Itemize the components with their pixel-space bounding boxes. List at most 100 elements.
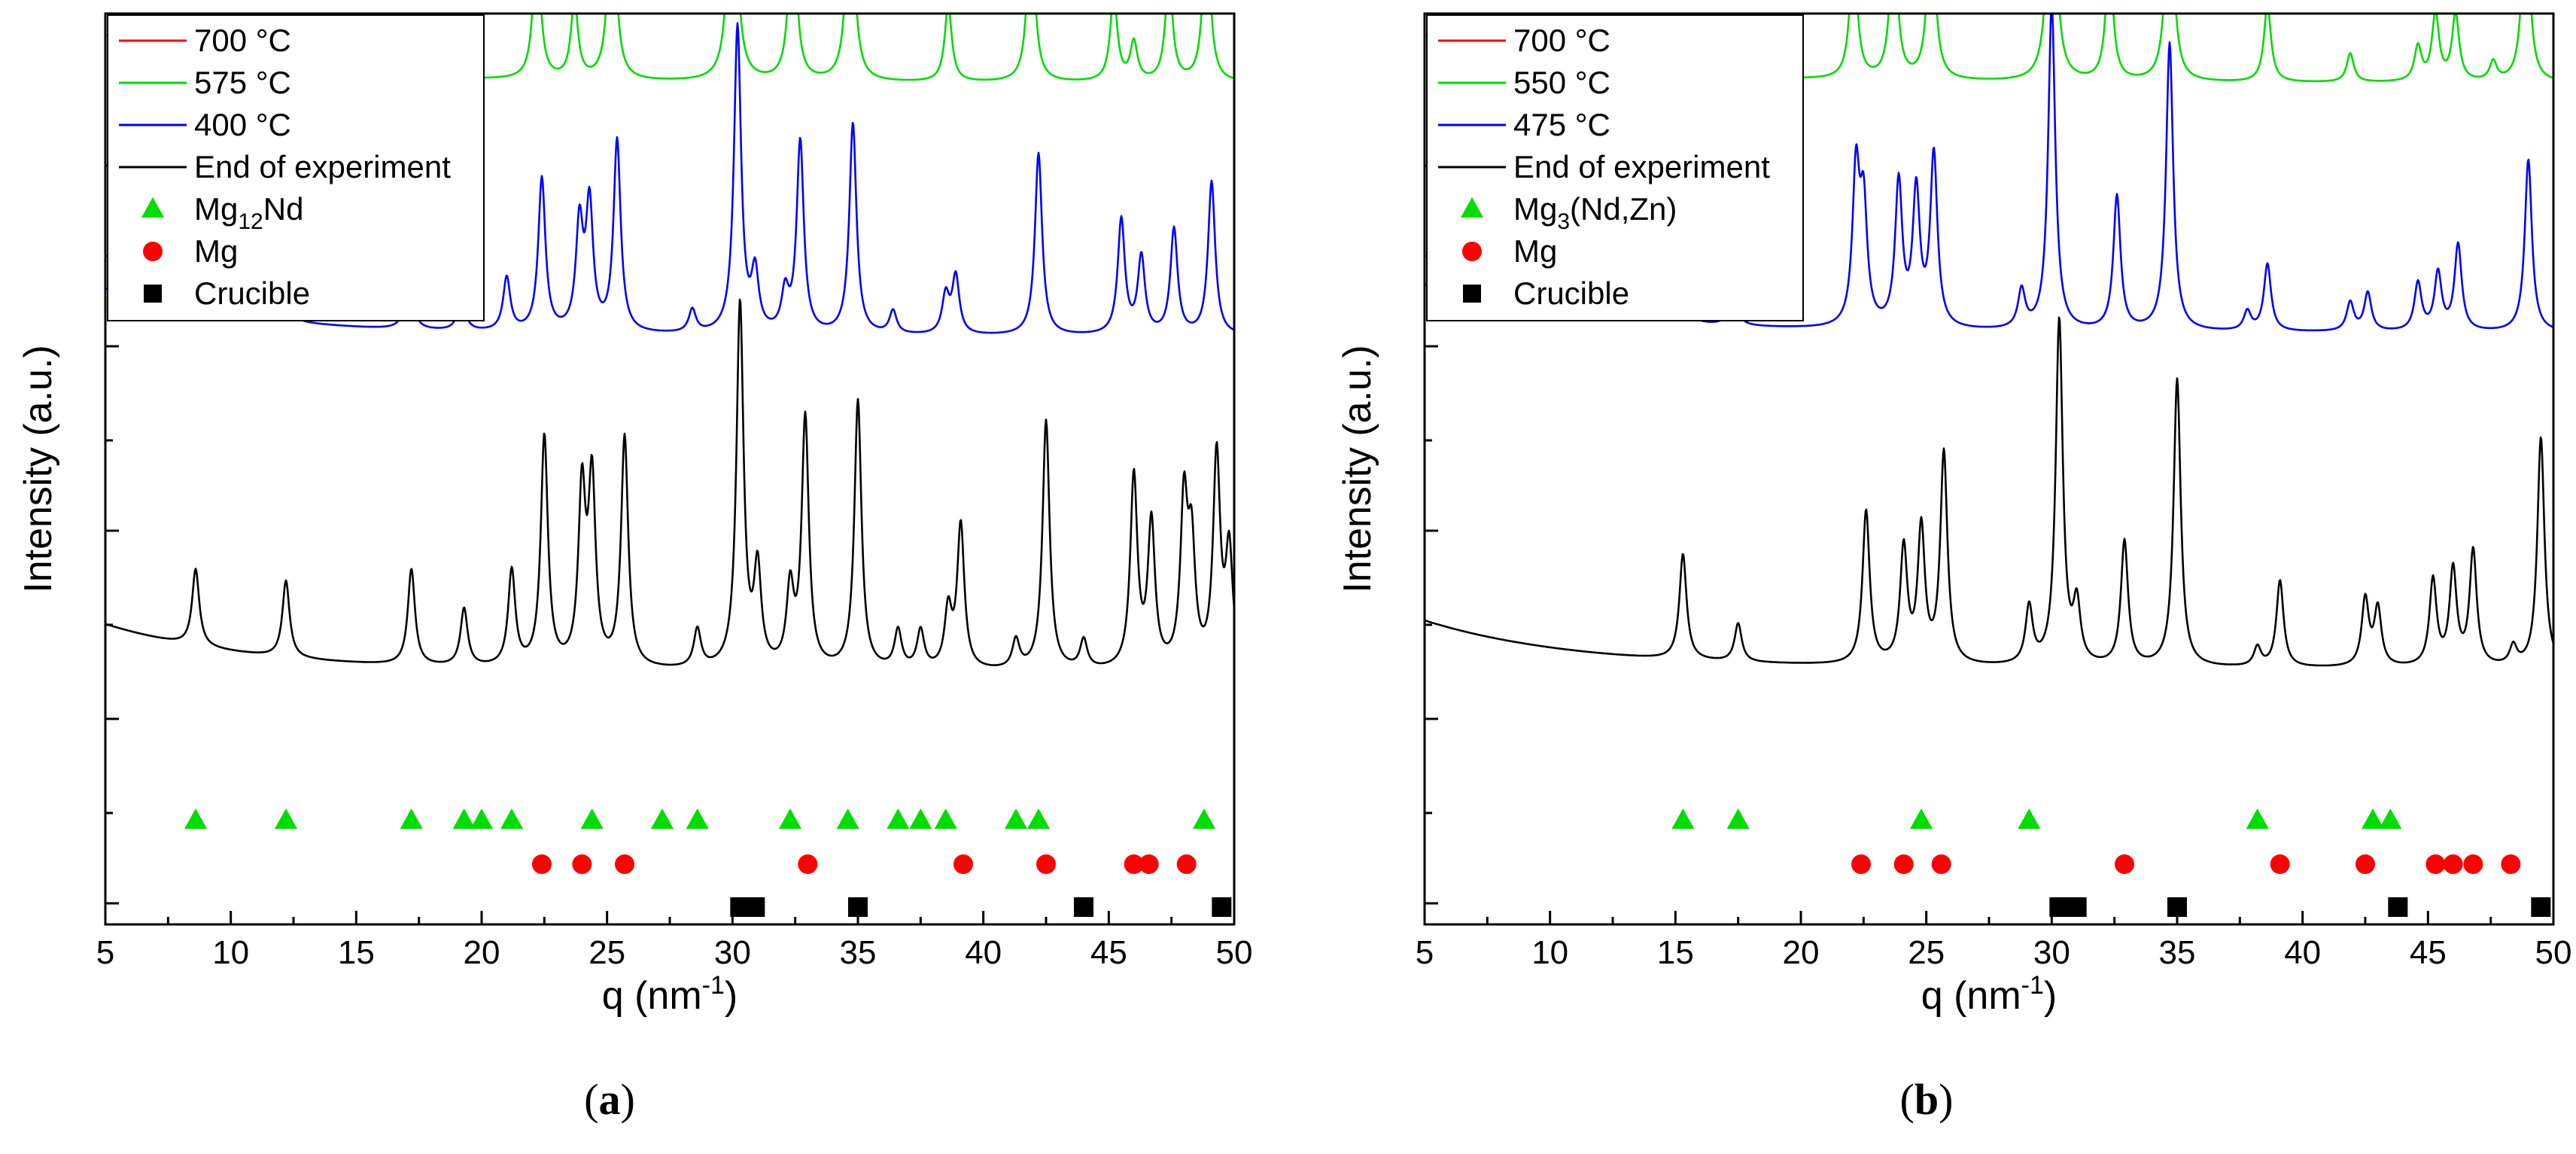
marker-triangle [580, 808, 604, 829]
x-tick-label: 10 [212, 934, 249, 971]
marker-circle [2356, 854, 2375, 874]
marker-circle [1931, 854, 1951, 874]
marker-circle [532, 854, 552, 874]
legend-label-main: End of experiment [194, 149, 451, 184]
legend-label-main: 700 °C [1513, 23, 1610, 58]
x-tick-label: 35 [2159, 934, 2196, 971]
marker-circle [2425, 854, 2446, 874]
marker-triangle [1027, 808, 1050, 829]
x-tick-label: 45 [1090, 934, 1127, 971]
caption-open: ( [1900, 1075, 1915, 1124]
x-axis-title: q (nm-1) [602, 971, 738, 1018]
caption-letter: a [599, 1075, 621, 1124]
marker-circle [1124, 854, 1144, 874]
panel-caption: (b) [1900, 1075, 1954, 1124]
legend: 700 °C 550 °C 475 °C End of experiment Mg3(N… [1426, 14, 1804, 321]
legend-label-main: 700 °C [194, 23, 291, 58]
legend-label: End of experiment [1513, 149, 1770, 184]
legend-label: 550 °C [1513, 65, 1610, 100]
legend-label-main: 550 °C [1513, 65, 1610, 100]
marker-triangle [400, 808, 423, 829]
legend-triangle-swatch [141, 197, 164, 218]
y-axis-title: Intensity (a.u.) [17, 345, 60, 592]
y-axis-title: Intensity (a.u.) [1336, 345, 1379, 592]
marker-triangle [1910, 808, 1933, 829]
legend: 700 °C 575 °C 400 °C End of experiment Mg12N… [107, 14, 485, 321]
legend-label: Mg [194, 233, 238, 269]
x-tick-label: 15 [338, 934, 375, 971]
legend-label-main: Mg [1513, 233, 1557, 269]
marker-triangle [651, 808, 674, 829]
marker-triangle [836, 808, 859, 829]
panel-caption: (a) [584, 1075, 635, 1124]
legend-label: 700 °C [194, 23, 291, 58]
legend-label-main: End of experiment [1513, 149, 1770, 184]
caption-letter: b [1915, 1075, 1939, 1124]
x-axis-title-close: ) [2044, 974, 2057, 1018]
series-line-4 [105, 298, 1234, 666]
legend-label-tail: Nd [263, 191, 304, 227]
legend-label-main: Crucible [1513, 276, 1629, 311]
marker-square [745, 897, 765, 917]
legend-label-main: Mg [1513, 191, 1557, 227]
caption-close: ) [621, 1075, 635, 1124]
marker-triangle [887, 808, 910, 829]
marker-circle [953, 854, 973, 874]
marker-circle [1176, 854, 1197, 874]
legend-label: End of experiment [194, 149, 451, 184]
x-tick-label: 10 [1531, 934, 1568, 971]
legend-label-sub: 3 [1557, 209, 1570, 234]
legend-label: 700 °C [1513, 23, 1610, 58]
marker-triangle [1726, 808, 1750, 829]
marker-triangle [1193, 808, 1215, 829]
x-tick-label: 30 [2033, 934, 2070, 971]
marker-square [1074, 897, 1093, 917]
x-axis-title-main: q (nm [1921, 974, 2021, 1018]
legend-label-main: Crucible [194, 276, 310, 311]
x-tick-label: 45 [2410, 934, 2447, 971]
marker-triangle [909, 808, 932, 829]
legend-label-tail: (Nd,Zn) [1570, 191, 1677, 227]
marker-circle [2501, 854, 2521, 874]
marker-circle [1036, 854, 1056, 874]
caption-close: ) [1939, 1075, 1953, 1124]
marker-triangle [779, 808, 801, 829]
x-axis-title-close: ) [725, 974, 738, 1018]
legend-label-main: 475 °C [1513, 107, 1610, 142]
legend-label: 400 °C [194, 107, 291, 142]
marker-triangle [500, 808, 523, 829]
marker-square [2388, 897, 2408, 917]
marker-square [2067, 897, 2087, 917]
marker-triangle [686, 808, 709, 829]
x-tick-label: 5 [96, 934, 114, 971]
caption-open: ( [584, 1075, 598, 1124]
marker-triangle [934, 808, 957, 829]
marker-circle [2443, 854, 2463, 874]
x-axis-title-sup: -1 [2021, 971, 2044, 1000]
x-tick-label: 20 [1783, 934, 1820, 971]
x-tick-label: 50 [1216, 934, 1253, 971]
legend-label-main: 400 °C [194, 107, 291, 142]
marker-triangle [470, 808, 493, 829]
legend-label-sub: 12 [238, 209, 263, 234]
legend-label: Mg12Nd [194, 191, 303, 234]
marker-circle [798, 854, 818, 874]
marker-circle [2270, 854, 2290, 874]
legend-label: Crucible [1513, 276, 1629, 311]
marker-circle [1139, 854, 1159, 874]
x-tick-label: 35 [840, 934, 877, 971]
legend-label-main: 575 °C [194, 65, 291, 100]
marker-circle [615, 854, 634, 874]
legend-label: Mg3(Nd,Zn) [1513, 191, 1677, 234]
marker-triangle [275, 808, 297, 829]
marker-circle [1893, 854, 1914, 874]
x-axis-title-main: q (nm [602, 974, 702, 1018]
x-tick-label: 20 [464, 934, 500, 971]
marker-triangle [2379, 808, 2402, 829]
x-tick-label: 25 [1908, 934, 1945, 971]
legend-label: Crucible [194, 276, 310, 311]
marker-triangle [2246, 808, 2269, 829]
marker-triangle [2018, 808, 2041, 829]
legend-square-swatch [1463, 285, 1481, 303]
marker-triangle [184, 808, 207, 829]
